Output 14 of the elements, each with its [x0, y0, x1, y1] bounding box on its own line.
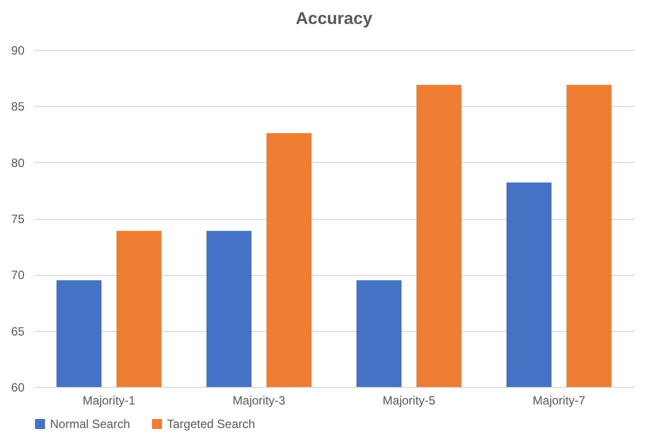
legend-label: Normal Search [50, 417, 130, 431]
y-tick-label: 75 [11, 212, 25, 226]
y-tick-label: 85 [11, 100, 25, 114]
y-tick-label: 70 [11, 268, 25, 282]
y-tick-label: 80 [11, 156, 25, 170]
x-tick-label: Majority-1 [82, 394, 136, 408]
chart-title: Accuracy [296, 9, 373, 28]
y-tick-label: 90 [11, 44, 25, 58]
x-tick-label: Majority-5 [382, 394, 436, 408]
y-tick-label: 65 [11, 324, 25, 338]
x-tick-label: Majority-3 [232, 394, 286, 408]
legend-label: Targeted Search [167, 417, 256, 431]
y-tick-label: 60 [11, 380, 25, 394]
x-tick-label: Majority-7 [532, 394, 586, 408]
